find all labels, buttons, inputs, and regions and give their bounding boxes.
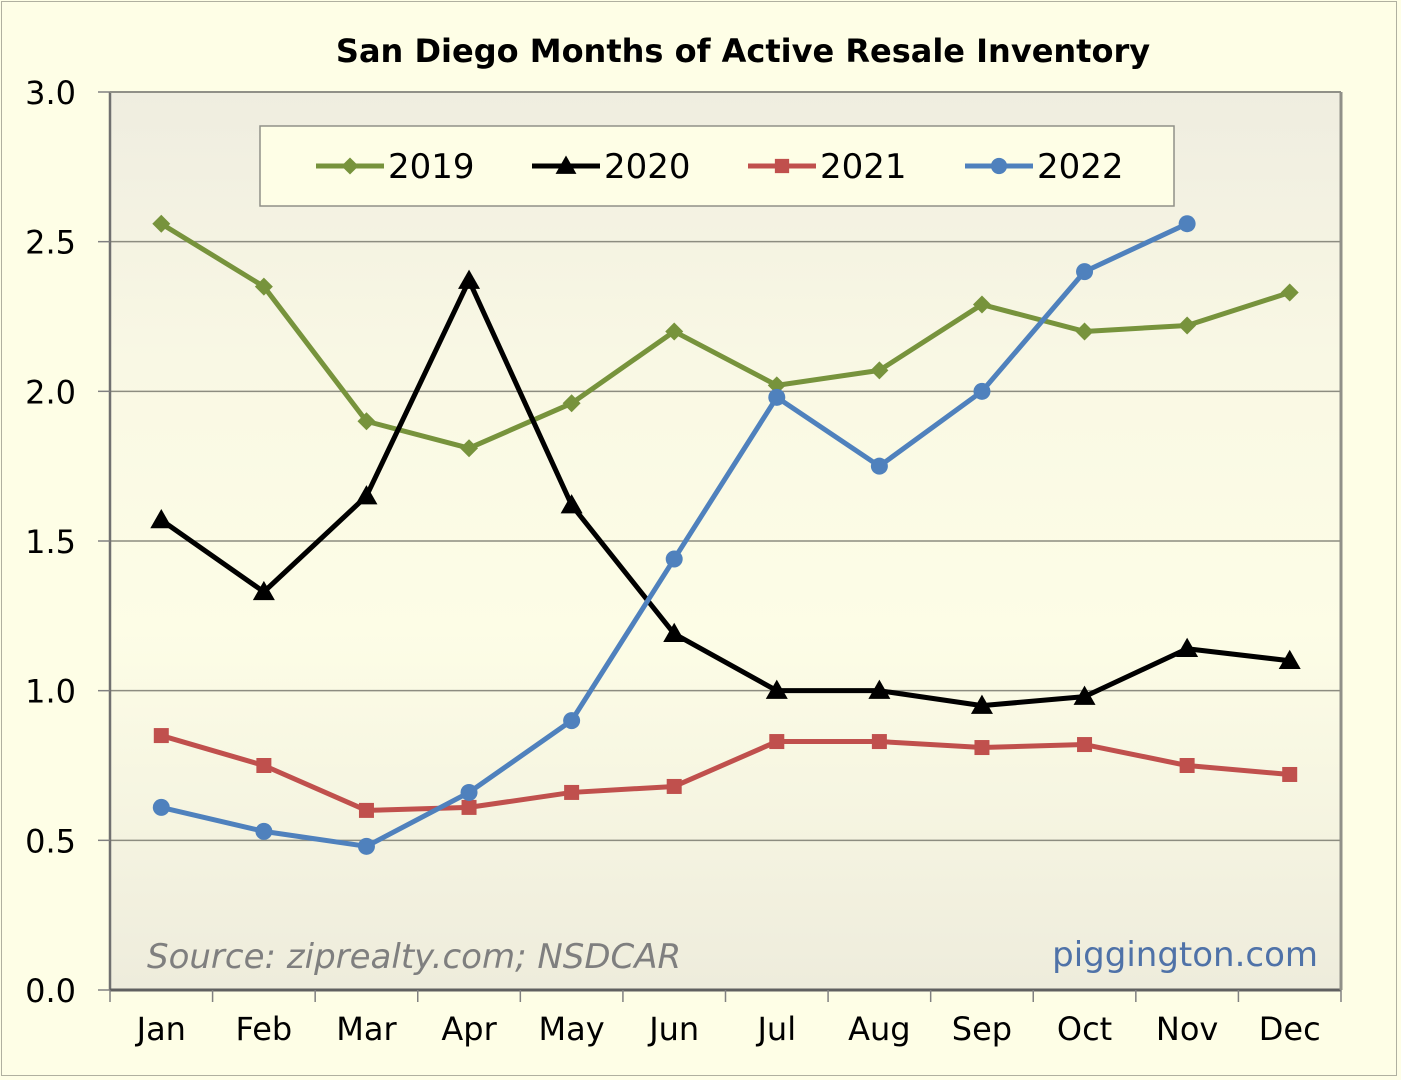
- x-tick-label: Feb: [236, 1010, 293, 1048]
- data-point-diamond: [1178, 316, 1197, 335]
- legend-item-2022: 2022: [965, 147, 1124, 187]
- y-tick-label: 1.0: [25, 673, 76, 711]
- data-point-circle: [870, 457, 888, 475]
- data-point-triangle: [1278, 649, 1301, 669]
- data-point-square: [1282, 766, 1298, 782]
- series-line: [159, 278, 1290, 709]
- data-point-diamond: [254, 277, 273, 296]
- data-point-diamond: [1280, 283, 1299, 302]
- legend: 2019 2020 2021 2022: [259, 125, 1175, 207]
- data-point-diamond: [152, 214, 171, 233]
- data-point-square: [153, 728, 169, 744]
- data-point-circle: [357, 837, 375, 855]
- data-point-diamond: [870, 361, 889, 380]
- data-point-circle: [990, 157, 1008, 175]
- data-point-square: [358, 802, 374, 818]
- data-point-square: [1179, 758, 1195, 773]
- y-tick-label: 0.0: [25, 972, 76, 1010]
- series-2019: [152, 214, 1299, 458]
- data-point-triangle: [355, 485, 378, 505]
- data-point-square: [774, 158, 790, 174]
- data-point-circle: [563, 712, 581, 730]
- data-point-diamond: [562, 394, 581, 413]
- y-tick-label: 0.5: [25, 822, 76, 860]
- data-point-triangle: [1176, 637, 1199, 658]
- data-point-diamond: [972, 295, 991, 314]
- legend-label: 2019: [388, 147, 475, 187]
- data-point-diamond: [767, 376, 786, 395]
- x-tick-label: Mar: [336, 1010, 397, 1048]
- y-tick-label: 1.5: [25, 523, 76, 561]
- data-point-circle: [152, 798, 170, 816]
- series-group: [150, 214, 1301, 855]
- data-point-triangle: [765, 679, 788, 699]
- data-point-triangle: [868, 679, 891, 699]
- legend-item-2021: 2021: [748, 147, 907, 187]
- data-point-circle: [665, 550, 683, 568]
- data-point-circle: [1178, 215, 1196, 233]
- data-point-square: [974, 740, 990, 756]
- x-tick-label: Apr: [441, 1010, 497, 1048]
- x-tick-label: Oct: [1057, 1010, 1112, 1048]
- y-tick-label: 2.5: [25, 224, 76, 262]
- data-point-diamond: [460, 439, 479, 458]
- x-tick-label: Nov: [1156, 1010, 1218, 1048]
- x-tick-label: Jan: [135, 1010, 186, 1048]
- data-point-triangle: [1073, 685, 1096, 705]
- data-point-square: [256, 758, 272, 773]
- data-point-diamond: [341, 157, 359, 175]
- x-tick-label: Sep: [952, 1010, 1012, 1048]
- data-point-diamond: [1075, 322, 1094, 341]
- y-axis-ticks: 0.0 0.5 1.0 1.5 2.0 2.5 3.0: [25, 74, 110, 1010]
- legend-label: 2020: [604, 147, 691, 187]
- chart-title: San Diego Months of Active Resale Invent…: [336, 32, 1150, 70]
- series-2020: [150, 269, 1301, 714]
- data-point-circle: [973, 382, 991, 400]
- x-axis-ticks: Jan Feb Mar Apr May Jun Jul Aug Sep Oct Nov Dec: [109, 990, 1342, 1048]
- x-tick-label: Jul: [755, 1010, 796, 1048]
- data-point-square: [871, 734, 887, 750]
- data-point-square: [769, 734, 785, 750]
- data-point-triangle: [555, 155, 577, 174]
- data-point-triangle: [970, 694, 993, 714]
- data-point-triangle: [252, 580, 275, 601]
- series-line: [160, 733, 1290, 813]
- x-tick-label: Aug: [848, 1010, 910, 1048]
- x-tick-label: Jun: [647, 1010, 699, 1048]
- data-point-diamond: [357, 412, 376, 431]
- data-point-circle: [255, 822, 273, 840]
- series-2022: [152, 215, 1196, 855]
- series-line: [159, 221, 1291, 451]
- source-annotation: Source: ziprealty.com; NSDCAR: [147, 937, 681, 977]
- legend-label: 2022: [1037, 147, 1124, 187]
- legend-item-2019: 2019: [316, 147, 475, 187]
- data-point-square: [1077, 737, 1093, 753]
- x-tick-label: May: [539, 1010, 605, 1048]
- data-point-square: [564, 784, 580, 800]
- y-tick-label: 3.0: [25, 74, 76, 112]
- data-point-diamond: [665, 322, 684, 341]
- data-point-triangle: [663, 622, 686, 643]
- data-point-circle: [460, 783, 478, 801]
- y-tick-label: 2.0: [25, 373, 76, 411]
- x-tick-label: Dec: [1259, 1010, 1321, 1048]
- data-point-square: [666, 778, 682, 794]
- data-point-triangle: [560, 494, 583, 514]
- data-point-circle: [1076, 263, 1094, 281]
- data-point-circle: [768, 388, 786, 406]
- data-point-triangle: [150, 509, 173, 529]
- legend-item-2020: 2020: [532, 147, 691, 187]
- data-point-triangle: [458, 269, 481, 289]
- brand-annotation: piggington.com: [1052, 935, 1318, 975]
- series-2021: [153, 728, 1298, 818]
- legend-label: 2021: [820, 147, 907, 187]
- data-point-square: [461, 799, 477, 815]
